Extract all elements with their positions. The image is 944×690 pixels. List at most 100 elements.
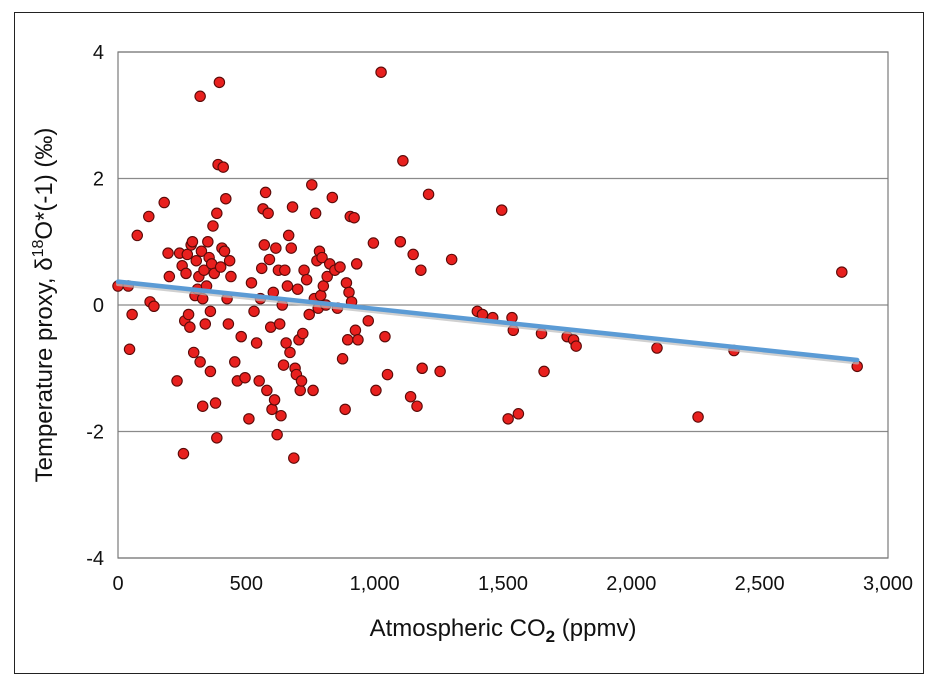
data-point <box>280 337 292 349</box>
x-tick-label: 2,500 <box>735 573 785 595</box>
data-point <box>294 384 306 397</box>
axes <box>117 51 889 559</box>
data-point <box>180 267 192 280</box>
data-point <box>199 318 212 330</box>
data-point <box>253 375 265 387</box>
data-point <box>143 210 155 223</box>
data-point <box>190 254 203 267</box>
data-point <box>220 192 232 205</box>
data-point <box>281 280 294 292</box>
data-point <box>263 253 276 266</box>
data-point <box>291 283 304 295</box>
data-point <box>202 236 214 248</box>
data-point <box>352 334 364 346</box>
data-point <box>248 305 260 318</box>
data-point <box>196 400 209 412</box>
data-point <box>211 207 223 220</box>
data-point <box>570 340 582 352</box>
data-point <box>217 161 229 173</box>
data-point <box>303 308 315 321</box>
data-point <box>259 186 272 199</box>
data-point <box>218 245 231 257</box>
data-point <box>416 362 428 374</box>
data-point <box>271 428 283 441</box>
data-point <box>285 242 297 254</box>
data-point <box>229 356 241 368</box>
trendline-layer <box>115 279 860 365</box>
data-point <box>692 411 704 423</box>
data-point <box>512 408 525 420</box>
data-point <box>255 262 268 275</box>
data-point <box>187 346 200 359</box>
data-point <box>300 273 313 286</box>
data-point <box>177 447 190 460</box>
data-point <box>340 277 353 289</box>
data-point <box>184 321 196 333</box>
data-point <box>194 90 206 103</box>
data-point <box>297 327 309 340</box>
data-point <box>334 261 346 273</box>
data-point <box>375 66 387 78</box>
data-point <box>336 353 349 365</box>
data-point <box>370 384 382 397</box>
data-point <box>445 253 458 266</box>
data-point <box>379 330 391 343</box>
data-point <box>204 305 217 318</box>
data-point <box>349 324 362 337</box>
data-point <box>239 371 251 384</box>
data-point <box>284 346 296 359</box>
data-point <box>262 207 274 220</box>
data-point <box>243 413 255 425</box>
y-tick-label: -4 <box>86 548 104 570</box>
data-point <box>270 242 282 254</box>
data-point <box>223 254 236 267</box>
data-point <box>273 318 286 330</box>
data-point <box>235 330 247 343</box>
data-point <box>162 247 174 259</box>
data-point <box>194 356 206 368</box>
data-point <box>415 264 427 276</box>
data-point <box>207 220 219 232</box>
data-point <box>148 300 160 313</box>
data-point <box>407 248 419 261</box>
data-point <box>317 280 330 292</box>
data-point <box>222 318 235 330</box>
trendline-shadow <box>116 282 860 365</box>
data-point <box>182 308 195 321</box>
x-axis-title: Atmospheric CO2 (ppmv) <box>370 615 637 646</box>
data-point <box>326 191 339 204</box>
data-point <box>131 229 144 242</box>
data-point <box>350 258 363 270</box>
data-point <box>158 196 170 209</box>
data-point <box>282 229 295 242</box>
data-point <box>397 155 409 167</box>
gridlines <box>118 51 888 559</box>
data-point <box>214 261 227 273</box>
data-point <box>195 245 208 257</box>
data-point <box>434 365 446 378</box>
data-points <box>112 66 863 464</box>
data-point <box>181 248 194 261</box>
y-tick-label: 0 <box>93 295 104 317</box>
data-point <box>204 365 217 378</box>
data-point <box>163 270 176 283</box>
data-point <box>362 315 374 327</box>
data-point <box>348 211 360 224</box>
data-point <box>309 207 322 220</box>
data-point <box>266 403 278 416</box>
data-point <box>186 236 199 248</box>
data-point <box>211 432 223 444</box>
data-point <box>651 342 663 354</box>
data-point <box>321 270 333 283</box>
chart-frame <box>14 12 924 674</box>
y-tick-label: 2 <box>93 169 104 191</box>
data-point <box>277 359 290 371</box>
x-tick-label: 1,000 <box>350 573 400 595</box>
data-point <box>367 237 380 249</box>
data-point <box>213 76 226 89</box>
data-point <box>123 343 136 356</box>
data-point <box>404 390 417 403</box>
y-tick-label: 4 <box>93 42 104 64</box>
x-tick-label: 0 <box>112 573 123 595</box>
